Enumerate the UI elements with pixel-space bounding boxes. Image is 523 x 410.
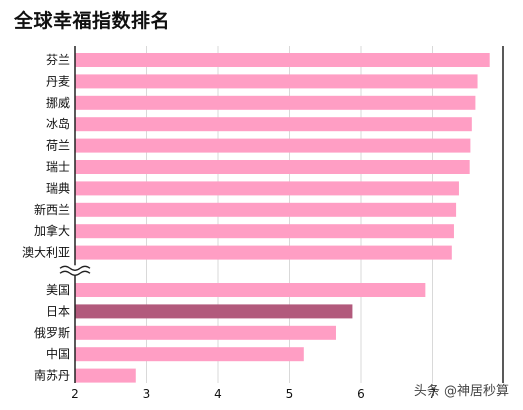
category-label: 俄罗斯 (34, 326, 70, 340)
bar (75, 245, 452, 260)
axis-break-mark (59, 270, 91, 276)
bar (75, 95, 476, 110)
bar (75, 283, 426, 297)
x-tick-label: 2 (71, 387, 79, 401)
category-label: 新西兰 (34, 202, 70, 217)
category-label: 丹麦 (46, 74, 70, 88)
x-tick-label: 4 (214, 387, 222, 401)
category-label: 加拿大 (34, 223, 70, 238)
x-tick-label: 6 (357, 387, 365, 401)
category-label: 南苏丹 (34, 368, 70, 383)
bar (75, 202, 457, 217)
bar (75, 224, 454, 239)
bar (75, 181, 459, 196)
category-label: 芬兰 (46, 53, 70, 67)
category-label: 挪威 (46, 96, 70, 110)
bar (75, 117, 472, 132)
category-label: 日本 (46, 304, 70, 318)
x-tick-label: 5 (286, 387, 294, 401)
bar (75, 368, 136, 383)
category-label: 澳大利亚 (22, 246, 70, 260)
category-label: 荷兰 (46, 139, 70, 153)
category-label: 瑞典 (46, 181, 70, 195)
bar (75, 138, 471, 153)
chart-title: 全球幸福指数排名 (14, 10, 171, 32)
axis-break-mark (59, 265, 91, 271)
bar (75, 160, 470, 174)
watermark: 头条 @神居秒算 (413, 384, 509, 399)
category-label: 冰岛 (46, 116, 70, 131)
x-tick-label: 3 (143, 387, 151, 401)
bar (75, 347, 304, 362)
category-label: 瑞士 (46, 160, 70, 174)
category-label: 美国 (46, 283, 70, 297)
category-label: 中国 (46, 346, 70, 361)
bar (75, 304, 353, 319)
x-tick-label: 7 (429, 387, 437, 401)
bar (75, 74, 478, 89)
bar (75, 325, 336, 340)
bar (75, 53, 490, 67)
